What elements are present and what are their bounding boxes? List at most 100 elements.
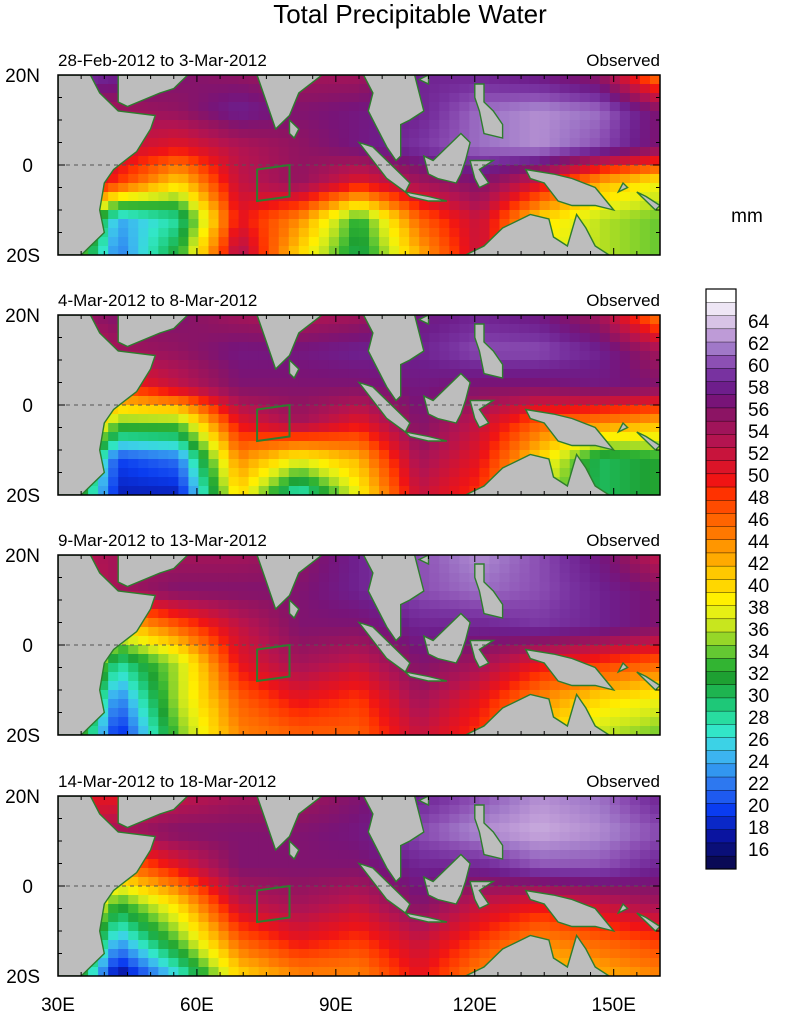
y-tick-label: 0 [22, 156, 33, 177]
colorbar-tick-label: 44 [748, 532, 770, 553]
study-region-box [256, 884, 291, 924]
colorbar-swatch [705, 842, 737, 857]
map-panel-4: 14-Mar-2012 to 18-Mar-2012 Observed 20N 0 20… [5, 772, 661, 988]
colorbar-tick-label: 18 [748, 818, 769, 839]
colorbar-tick-label: 26 [748, 730, 769, 751]
colorbar-swatch [705, 420, 737, 435]
colorbar-tick-label: 48 [748, 488, 769, 509]
colorbar-swatch [705, 381, 737, 395]
colorbar-tick-label: 62 [748, 334, 769, 355]
study-region-box [256, 163, 291, 203]
colorbar-swatch [705, 855, 737, 870]
map-panel-2: 4-Mar-2012 to 8-Mar-2012 Observed 20N 0 20S [5, 291, 661, 507]
panel-observed-label: Observed [586, 772, 660, 791]
study-region-box [256, 643, 291, 683]
panel-observed-label: Observed [586, 291, 660, 310]
colorbar-swatch [705, 394, 737, 409]
panel-period-label: 28-Feb-2012 to 3-Mar-2012 [58, 51, 267, 70]
colorbar-swatch [705, 539, 737, 554]
colorbar-tick-label: 30 [748, 686, 769, 707]
colorbar-tick-label: 32 [748, 664, 769, 685]
x-tick-label: 120E [453, 995, 497, 1016]
colorbar-swatch [705, 816, 737, 830]
colorbar-swatch [705, 618, 737, 633]
y-tick-label: 20N [5, 66, 40, 87]
panel-observed-label: Observed [586, 531, 660, 550]
colorbar-tick-label: 24 [748, 752, 770, 773]
map-panels: 28-Feb-2012 to 3-Mar-2012 Observed 20N 0 20S… [5, 51, 661, 988]
y-tick-label: 0 [22, 636, 33, 657]
x-tick-label: 30E [41, 995, 75, 1016]
colorbar-tick-label: 58 [748, 378, 769, 399]
colorbar-tick-label: 34 [748, 642, 770, 663]
x-tick-label: 150E [592, 995, 636, 1016]
y-tick-label: 0 [22, 396, 33, 417]
colorbar-tick-label: 20 [748, 796, 769, 817]
colorbar-swatch [705, 288, 737, 303]
panel-period-label: 4-Mar-2012 to 8-Mar-2012 [58, 291, 257, 310]
colorbar-tick-label: 28 [748, 708, 769, 729]
map-panel-3: 9-Mar-2012 to 13-Mar-2012 Observed 20N 0 20S [5, 531, 661, 747]
colorbar-swatch [705, 446, 737, 461]
y-tick-label: 20N [5, 306, 40, 327]
colorbar-tick-label: 38 [748, 598, 769, 619]
colorbar-tick-label: 64 [748, 312, 770, 333]
colorbar-tick-label: 54 [748, 422, 770, 443]
colorbar-swatch [705, 789, 737, 804]
colorbar-swatch [705, 328, 737, 343]
y-tick-label: 0 [22, 877, 33, 898]
y-tick-label: 20S [6, 726, 40, 747]
colorbar-tick-label: 60 [748, 356, 769, 377]
colorbar-swatch [705, 605, 737, 620]
colorbar-tick-label: 52 [748, 444, 769, 465]
colorbar-tick-label: 56 [748, 400, 769, 421]
colorbar-tick-label: 36 [748, 620, 769, 641]
colorbar-swatch [705, 367, 737, 382]
colorbar-swatch [705, 802, 737, 817]
colorbar-swatch [705, 486, 737, 501]
colorbar-tick-label: 42 [748, 554, 769, 575]
colorbar-swatch [705, 657, 737, 672]
colorbar-swatch [705, 341, 737, 356]
colorbar-swatch [705, 460, 737, 475]
x-axis: 30E 60E 90E 120E 150E [41, 995, 636, 1016]
colorbar-swatch [705, 552, 737, 567]
colorbar-swatch [705, 473, 737, 488]
colorbar-swatch [705, 354, 737, 369]
colorbar-swatch [705, 526, 737, 540]
colorbar-swatch [705, 776, 737, 791]
colorbar-swatch [705, 512, 737, 527]
colorbar: 1618202224262830323436384042444648505254… [705, 288, 770, 870]
map-panel-1: 28-Feb-2012 to 3-Mar-2012 Observed 20N 0 20S [5, 51, 661, 267]
colorbar-swatch [705, 763, 737, 778]
colorbar-swatch [705, 301, 737, 316]
colorbar-swatch [705, 697, 737, 712]
colorbar-tick-label: 22 [748, 774, 769, 795]
y-tick-label: 20S [6, 967, 40, 988]
colorbar-swatch [705, 578, 737, 593]
colorbar-tick-label: 40 [748, 576, 769, 597]
study-region-box [256, 403, 291, 443]
colorbar-swatch [705, 407, 737, 422]
y-tick-label: 20S [6, 486, 40, 507]
x-tick-label: 60E [180, 995, 214, 1016]
y-tick-label: 20N [5, 546, 40, 567]
colorbar-swatch [705, 829, 737, 844]
chart-title: Total Precipitable Water [273, 0, 547, 29]
colorbar-swatch [705, 736, 737, 751]
panel-period-label: 14-Mar-2012 to 18-Mar-2012 [58, 772, 276, 791]
colorbar-swatch [705, 565, 737, 580]
colorbar-swatch [705, 671, 737, 685]
colorbar-tick-label: 46 [748, 510, 769, 531]
colorbar-swatch [705, 631, 737, 646]
colorbar-swatch [705, 723, 737, 738]
colorbar-swatch [705, 684, 737, 699]
colorbar-swatch [705, 433, 737, 448]
x-tick-label: 90E [319, 995, 353, 1016]
panel-observed-label: Observed [586, 51, 660, 70]
colorbar-swatch [705, 591, 737, 606]
colorbar-swatch [705, 644, 737, 659]
colorbar-swatch [705, 315, 737, 330]
colorbar-swatch [705, 750, 737, 765]
